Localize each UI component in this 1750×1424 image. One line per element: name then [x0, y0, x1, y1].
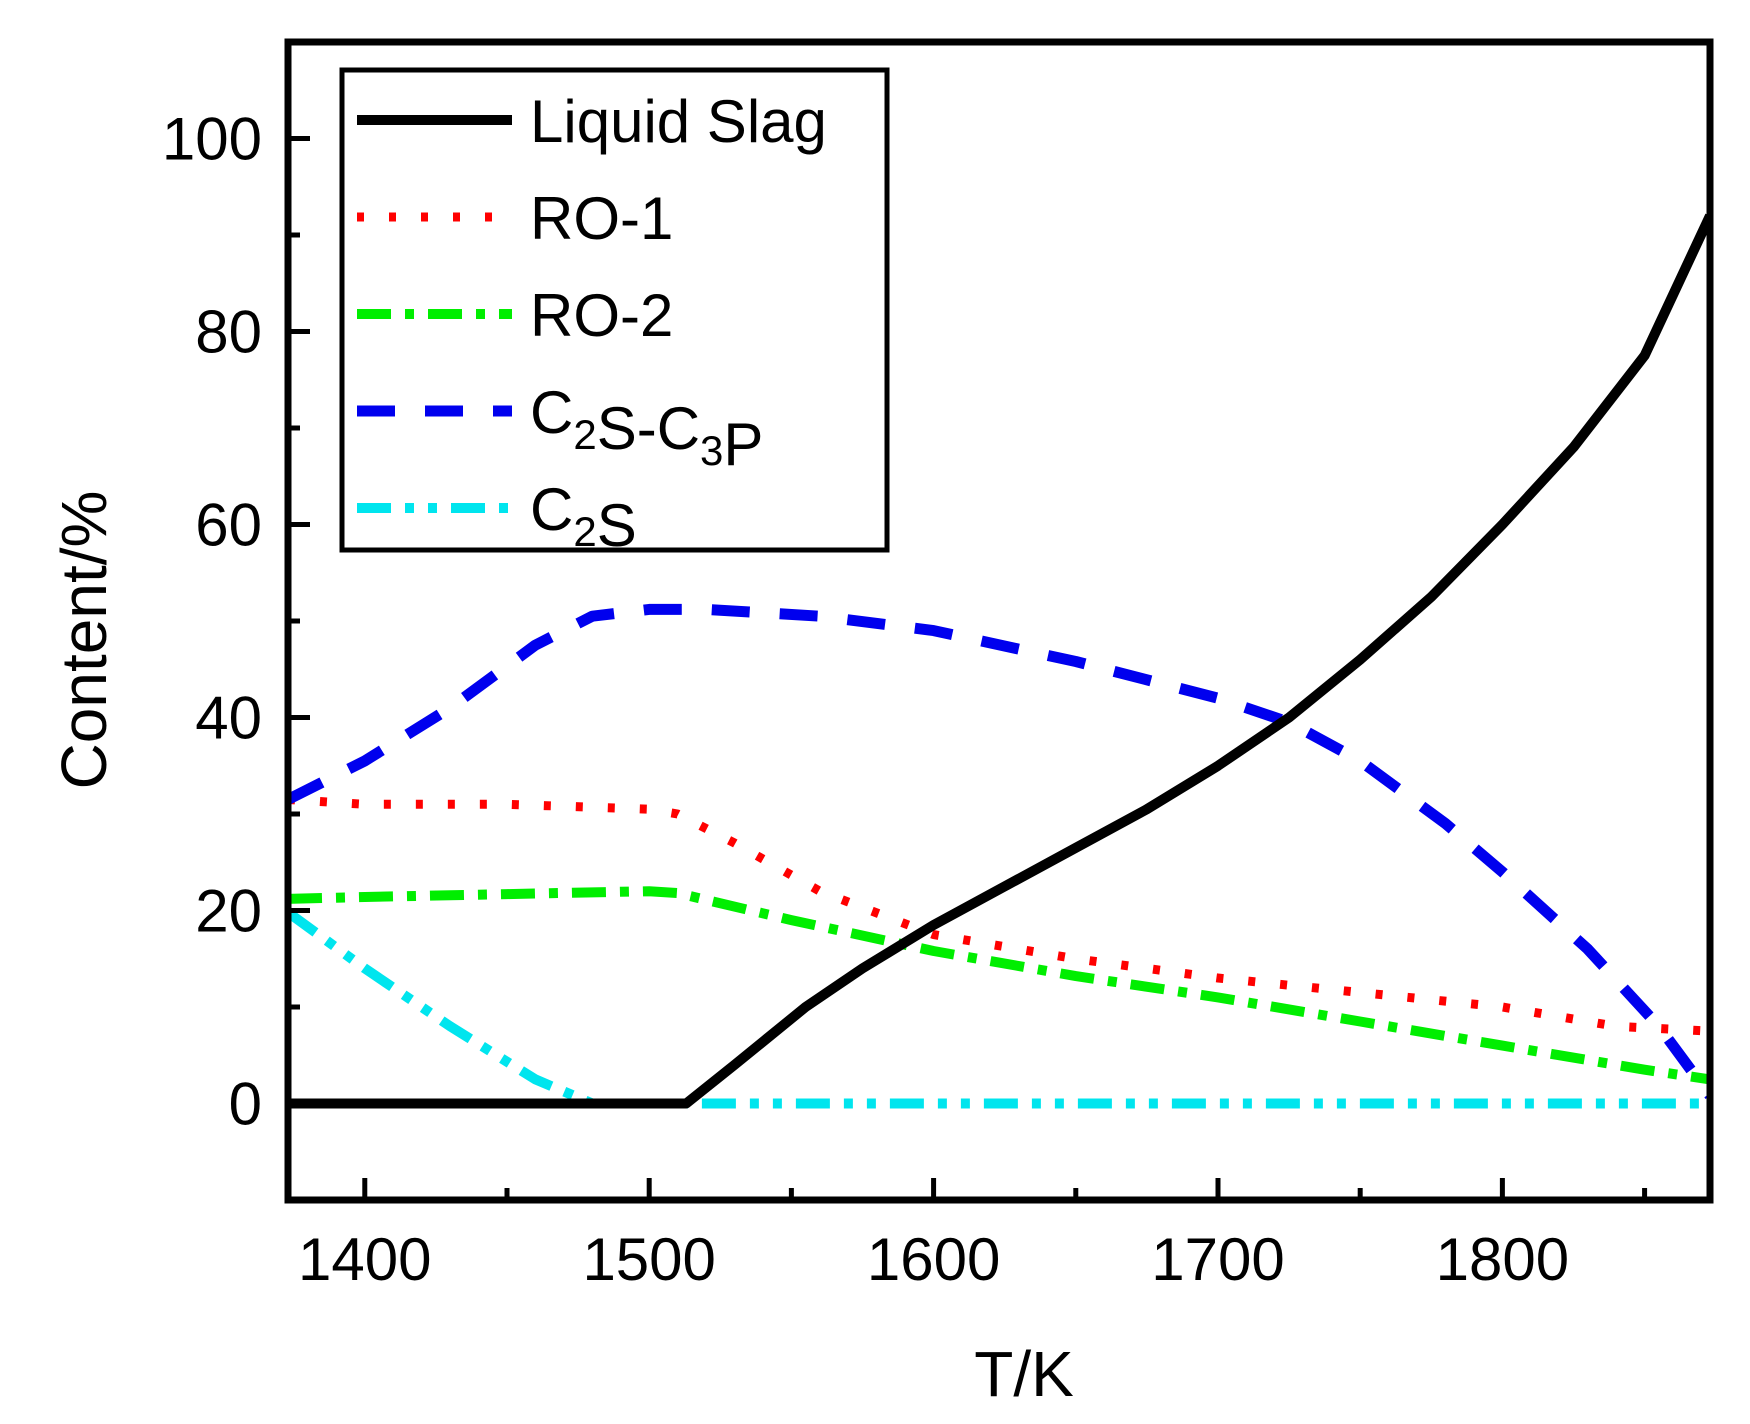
legend-label: Liquid Slag: [530, 88, 827, 155]
legend-label: RO-2: [530, 282, 673, 349]
legend-label: C2S-C3P: [530, 379, 763, 478]
series-line-liquid-slag: [288, 213, 1710, 1109]
x-axis-label: T/K: [974, 1338, 1074, 1410]
legend-label: RO-1: [530, 185, 673, 252]
legend-label-subscript: 2: [573, 411, 596, 458]
legend-label-part: C: [530, 379, 573, 446]
legend-label-part: S: [597, 492, 637, 559]
x-tick-label: 1500: [582, 1226, 715, 1293]
series-line-ro-1: [288, 795, 1710, 1036]
legend-label: C2S: [530, 476, 637, 559]
plot-lines: [288, 213, 1710, 1109]
legend-label-part: P: [723, 411, 763, 478]
legend-label-part: S-C: [597, 395, 700, 462]
series-line-ro-2: [288, 886, 1710, 1085]
y-tick-label: 100: [162, 106, 262, 173]
y-axis-label: Content/%: [48, 491, 120, 790]
legend-label-subscript: 3: [700, 427, 723, 474]
axes: [284, 38, 1714, 1204]
x-tick-label: 1800: [1436, 1226, 1569, 1293]
x-tick-label: 1700: [1151, 1226, 1284, 1293]
y-tick-label: 40: [195, 685, 262, 752]
x-tick-label: 1400: [298, 1226, 431, 1293]
y-tick-label: 80: [195, 299, 262, 366]
tick-labels: 1400 1500 1600 1700 1800 0 20 40 60 80 100: [162, 106, 1569, 1294]
y-tick-label: 20: [195, 878, 262, 945]
legend-label-subscript: 2: [573, 508, 596, 555]
y-tick-label: 0: [229, 1071, 262, 1138]
legend-label-part: C: [530, 476, 573, 543]
x-tick-label: 1600: [867, 1226, 1000, 1293]
series-line-c2s-c3p: [288, 603, 1710, 1100]
y-tick-label: 60: [195, 492, 262, 559]
